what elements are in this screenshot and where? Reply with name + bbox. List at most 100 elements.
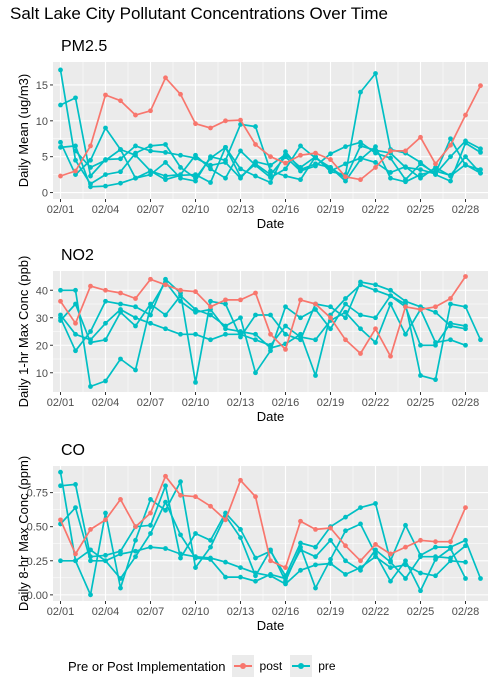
- data-point-pre: [223, 144, 228, 150]
- data-point-post: [118, 290, 123, 296]
- data-point-pre: [118, 585, 123, 591]
- data-point-pre: [73, 172, 78, 178]
- data-point-pre: [388, 287, 393, 293]
- data-point-pre: [208, 298, 213, 304]
- series-pre: [58, 301, 468, 348]
- data-point-post: [403, 304, 408, 310]
- data-point-pre: [343, 315, 348, 321]
- data-point-pre: [223, 157, 228, 163]
- data-point-pre: [463, 304, 468, 310]
- data-point-pre: [163, 177, 168, 183]
- data-point-pre: [283, 576, 288, 581]
- data-point-post: [478, 83, 483, 89]
- data-point-pre: [133, 537, 138, 543]
- data-point-pre: [328, 561, 333, 566]
- legend-key-dot-pre: [298, 663, 305, 669]
- data-point-pre: [343, 514, 348, 520]
- data-point-pre: [208, 337, 213, 343]
- data-point-post: [373, 165, 378, 170]
- data-point-pre: [328, 168, 333, 174]
- data-point-pre: [478, 576, 483, 581]
- data-point-post: [208, 503, 213, 509]
- data-point-post: [133, 112, 138, 118]
- data-point-pre: [118, 301, 123, 307]
- data-point-pre: [253, 570, 258, 576]
- data-point-pre: [343, 161, 348, 167]
- data-point-post: [463, 274, 468, 279]
- data-point-pre: [358, 565, 363, 570]
- data-point-pre: [238, 574, 243, 580]
- data-point-pre: [403, 558, 408, 564]
- x-tick-label: 02/10: [182, 397, 210, 409]
- data-point-post: [463, 112, 468, 118]
- data-point-pre: [118, 180, 123, 186]
- series-pre: [58, 136, 483, 190]
- x-tick-label: 02/07: [137, 397, 165, 409]
- data-point-pre: [313, 585, 318, 591]
- data-point-pre: [178, 555, 183, 561]
- series-line-pre: [74, 123, 481, 182]
- y-tick-label: 0.25: [27, 556, 48, 568]
- data-point-post: [88, 283, 93, 289]
- data-point-pre: [178, 551, 183, 557]
- data-point-pre: [478, 170, 483, 176]
- data-point-pre: [388, 565, 393, 570]
- y-tick-label: 10: [36, 116, 48, 128]
- data-point-pre: [133, 304, 138, 310]
- x-tick-label: 02/28: [452, 606, 480, 618]
- data-point-post: [58, 298, 63, 304]
- data-point-pre: [298, 177, 303, 183]
- y-tick-label: 5: [42, 152, 48, 164]
- data-point-pre: [298, 315, 303, 321]
- data-point-pre: [238, 535, 243, 540]
- data-point-pre: [238, 174, 243, 180]
- data-point-post: [268, 558, 273, 564]
- data-point-pre: [268, 172, 273, 178]
- data-point-pre: [313, 307, 318, 312]
- data-point-pre: [343, 528, 348, 534]
- x-tick-label: 02/07: [137, 204, 165, 216]
- data-point-pre: [418, 588, 423, 594]
- data-point-pre: [358, 139, 363, 145]
- data-point-post: [88, 527, 93, 532]
- data-point-pre: [103, 320, 108, 326]
- data-point-pre: [148, 522, 153, 528]
- data-point-pre: [403, 576, 408, 581]
- data-point-pre: [118, 147, 123, 152]
- data-point-pre: [418, 175, 423, 181]
- data-point-pre: [343, 558, 348, 564]
- data-point-pre: [163, 312, 168, 318]
- x-tick-label: 02/01: [47, 397, 75, 409]
- panel-title: NO2: [61, 247, 94, 264]
- data-point-pre: [268, 312, 273, 318]
- data-point-pre: [58, 287, 63, 293]
- data-point-pre: [118, 551, 123, 557]
- data-point-pre: [268, 168, 273, 174]
- data-point-pre: [58, 144, 63, 150]
- x-tick-label: 02/19: [317, 204, 345, 216]
- data-point-pre: [448, 301, 453, 307]
- legend-item-pre: pre: [290, 655, 336, 677]
- series-line-pre: [59, 294, 466, 374]
- data-point-pre: [88, 384, 93, 389]
- data-point-post: [298, 518, 303, 524]
- data-point-pre: [208, 180, 213, 185]
- data-point-pre: [148, 312, 153, 318]
- data-point-pre: [433, 170, 438, 176]
- data-point-pre: [463, 559, 468, 565]
- data-point-pre: [58, 312, 63, 318]
- data-point-pre: [223, 331, 228, 337]
- data-point-pre: [208, 537, 213, 543]
- x-tick-label: 02/22: [362, 606, 390, 618]
- data-point-pre: [373, 160, 378, 165]
- data-point-pre: [73, 148, 78, 154]
- data-point-pre: [313, 562, 318, 568]
- data-point-pre: [118, 307, 123, 312]
- data-point-pre: [223, 175, 228, 181]
- data-point-pre: [103, 183, 108, 189]
- data-point-post: [298, 297, 303, 303]
- series-pre: [58, 499, 468, 584]
- data-point-pre: [133, 315, 138, 321]
- legend: Pre or Post Implementation post pre: [68, 655, 344, 677]
- data-point-post: [103, 517, 108, 523]
